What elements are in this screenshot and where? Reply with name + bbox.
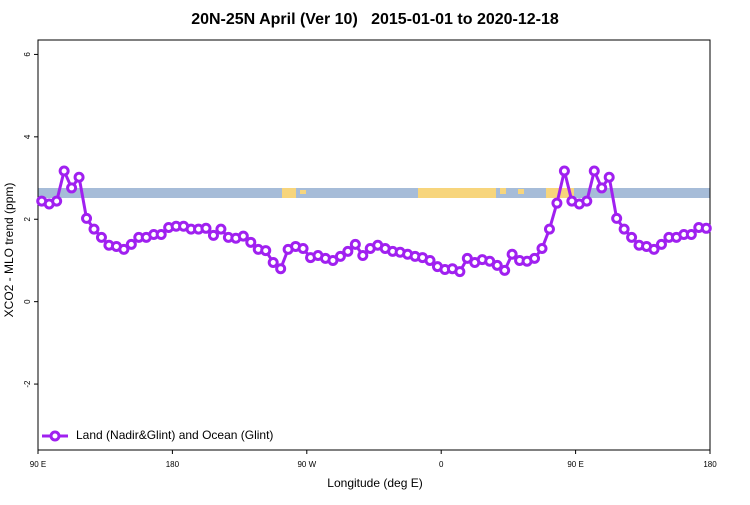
legend-marker xyxy=(49,430,61,442)
data-point xyxy=(499,264,511,276)
x-tick-label: 90 E xyxy=(30,460,46,469)
data-point xyxy=(88,223,100,235)
data-point xyxy=(81,212,93,224)
data-point xyxy=(155,228,167,240)
land-patch xyxy=(282,188,296,198)
data-point xyxy=(611,212,623,224)
data-point xyxy=(73,171,85,183)
data-point xyxy=(558,165,570,177)
land-patch xyxy=(418,188,496,198)
x-tick-label: 180 xyxy=(703,460,717,469)
y-tick-label: 4 xyxy=(23,134,32,139)
x-tick-label: 90 W xyxy=(297,460,316,469)
data-point xyxy=(454,266,466,278)
data-point xyxy=(581,195,593,207)
data-point xyxy=(603,171,615,183)
data-point xyxy=(215,223,227,235)
data-point xyxy=(200,222,212,234)
y-tick-label: -2 xyxy=(23,380,32,388)
legend-label: Land (Nadir&Glint) and Ocean (Glint) xyxy=(76,428,273,442)
data-point xyxy=(275,263,287,275)
data-point xyxy=(267,257,279,269)
data-point xyxy=(529,252,541,264)
data-point xyxy=(58,165,70,177)
x-tick-label: 180 xyxy=(166,460,180,469)
data-point xyxy=(260,245,272,257)
y-tick-label: 0 xyxy=(23,299,32,304)
map-strip xyxy=(38,188,710,198)
data-point xyxy=(618,223,630,235)
data-point xyxy=(543,223,555,235)
data-point xyxy=(118,243,130,255)
land-patch xyxy=(300,190,306,194)
data-point xyxy=(536,243,548,255)
data-point xyxy=(491,259,503,271)
data-point xyxy=(685,228,697,240)
y-tick-label: 6 xyxy=(23,52,32,57)
x-tick-label: 0 xyxy=(439,460,444,469)
data-point xyxy=(66,182,78,194)
data-point xyxy=(342,245,354,257)
data-point xyxy=(648,243,660,255)
data-point xyxy=(125,238,137,250)
data-point xyxy=(596,182,608,194)
land-patch xyxy=(500,188,506,194)
data-point xyxy=(700,222,712,234)
x-axis-label: Longitude (deg E) xyxy=(327,476,422,490)
ocean-strip xyxy=(38,188,710,198)
data-point xyxy=(334,250,346,262)
data-point xyxy=(237,230,249,242)
data-point xyxy=(207,229,219,241)
data-point xyxy=(626,231,638,243)
data-point xyxy=(51,195,63,207)
y-tick-label: 2 xyxy=(23,216,32,221)
data-point xyxy=(297,243,309,255)
data-point xyxy=(588,165,600,177)
data-point xyxy=(655,238,667,250)
data-point xyxy=(357,250,369,262)
data-point xyxy=(349,238,361,250)
data-point xyxy=(551,197,563,209)
data-point xyxy=(95,231,107,243)
data-point xyxy=(506,248,518,260)
y-axis-label: XCO2 - MLO trend (ppm) xyxy=(2,183,16,318)
land-patch xyxy=(518,189,524,194)
data-point xyxy=(245,236,257,248)
plot-frame xyxy=(37,39,711,451)
chart-title: 20N-25N April (Ver 10) 2015-01-01 to 202… xyxy=(191,11,559,28)
x-tick-label: 90 E xyxy=(567,460,583,469)
data-point xyxy=(424,254,436,266)
